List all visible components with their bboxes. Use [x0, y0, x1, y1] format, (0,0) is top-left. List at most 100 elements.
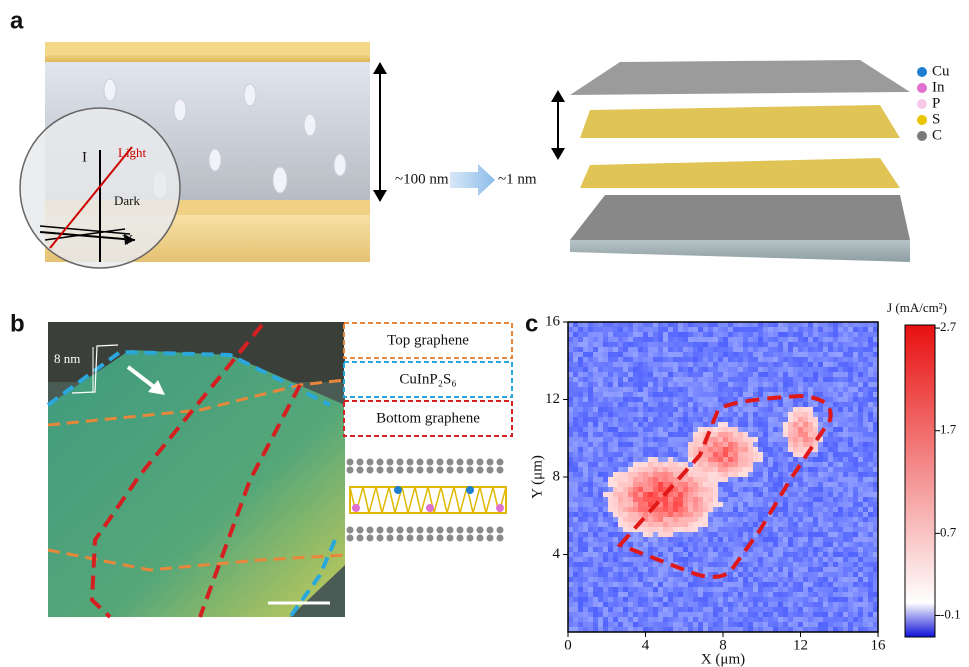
map-cell [593, 457, 598, 462]
map-cell [808, 402, 813, 407]
map-cell [748, 327, 753, 332]
map-cell [768, 402, 773, 407]
map-cell [728, 437, 733, 442]
map-cell [598, 467, 603, 472]
map-cell [663, 427, 668, 432]
map-cell [733, 422, 738, 427]
map-cell [628, 407, 633, 412]
map-cell [638, 502, 643, 507]
map-cell [803, 542, 808, 547]
map-cell [818, 462, 823, 467]
map-cell [833, 352, 838, 357]
map-cell [853, 542, 858, 547]
map-cell [788, 362, 793, 367]
map-cell [668, 362, 673, 367]
map-cell [663, 377, 668, 382]
map-cell [588, 352, 593, 357]
map-cell [573, 602, 578, 607]
map-cell [608, 572, 613, 577]
map-cell [753, 602, 758, 607]
map-cell [698, 377, 703, 382]
map-cell [588, 467, 593, 472]
map-cell [818, 542, 823, 547]
map-cell [628, 392, 633, 397]
map-cell [673, 597, 678, 602]
map-cell [818, 407, 823, 412]
map-cell [613, 532, 618, 537]
atom [407, 527, 414, 534]
map-cell [753, 582, 758, 587]
map-cell [853, 567, 858, 572]
map-cell [818, 602, 823, 607]
map-cell [853, 367, 858, 372]
map-cell [823, 492, 828, 497]
map-cell [668, 577, 673, 582]
map-cell [743, 457, 748, 462]
map-cell [653, 417, 658, 422]
map-cell [698, 587, 703, 592]
map-cell [848, 542, 853, 547]
map-cell [753, 552, 758, 557]
map-cell [808, 367, 813, 372]
map-cell [573, 487, 578, 492]
map-cell [603, 367, 608, 372]
map-cell [603, 537, 608, 542]
map-cell [808, 377, 813, 382]
map-cell [833, 402, 838, 407]
map-cell [858, 347, 863, 352]
map-cell [583, 557, 588, 562]
map-cell [733, 327, 738, 332]
map-cell [818, 577, 823, 582]
layer-label: Top graphene [387, 332, 469, 348]
map-cell [738, 467, 743, 472]
map-cell [688, 592, 693, 597]
map-cell [698, 557, 703, 562]
map-cell [758, 512, 763, 517]
map-cell [593, 447, 598, 452]
map-cell [598, 487, 603, 492]
map-cell [598, 587, 603, 592]
map-cell [868, 372, 873, 377]
map-cell [678, 347, 683, 352]
map-cell [783, 472, 788, 477]
map-cell [628, 447, 633, 452]
map-cell [768, 352, 773, 357]
map-cell [783, 422, 788, 427]
map-cell [663, 332, 668, 337]
map-cell [698, 622, 703, 627]
map-cell [588, 417, 593, 422]
map-cell [723, 552, 728, 557]
map-cell [823, 542, 828, 547]
map-cell [753, 607, 758, 612]
map-cell [613, 522, 618, 527]
map-cell [683, 362, 688, 367]
map-cell [758, 362, 763, 367]
map-cell [608, 597, 613, 602]
map-cell [643, 332, 648, 337]
map-cell [593, 392, 598, 397]
map-cell [663, 392, 668, 397]
map-cell [828, 397, 833, 402]
map-cell [798, 342, 803, 347]
map-cell [653, 562, 658, 567]
map-cell [643, 547, 648, 552]
map-cell [668, 542, 673, 547]
map-cell [753, 352, 758, 357]
map-cell [648, 397, 653, 402]
map-cell [838, 607, 843, 612]
map-cell [583, 577, 588, 582]
map-cell [793, 427, 798, 432]
map-cell [618, 387, 623, 392]
map-cell [798, 507, 803, 512]
map-cell [638, 332, 643, 337]
map-cell [668, 327, 673, 332]
map-cell [778, 437, 783, 442]
map-cell [608, 487, 613, 492]
map-cell [838, 547, 843, 552]
legend-label: S [932, 111, 940, 127]
map-cell [778, 537, 783, 542]
map-cell [578, 372, 583, 377]
map-cell [753, 567, 758, 572]
map-cell [613, 512, 618, 517]
map-cell [758, 487, 763, 492]
